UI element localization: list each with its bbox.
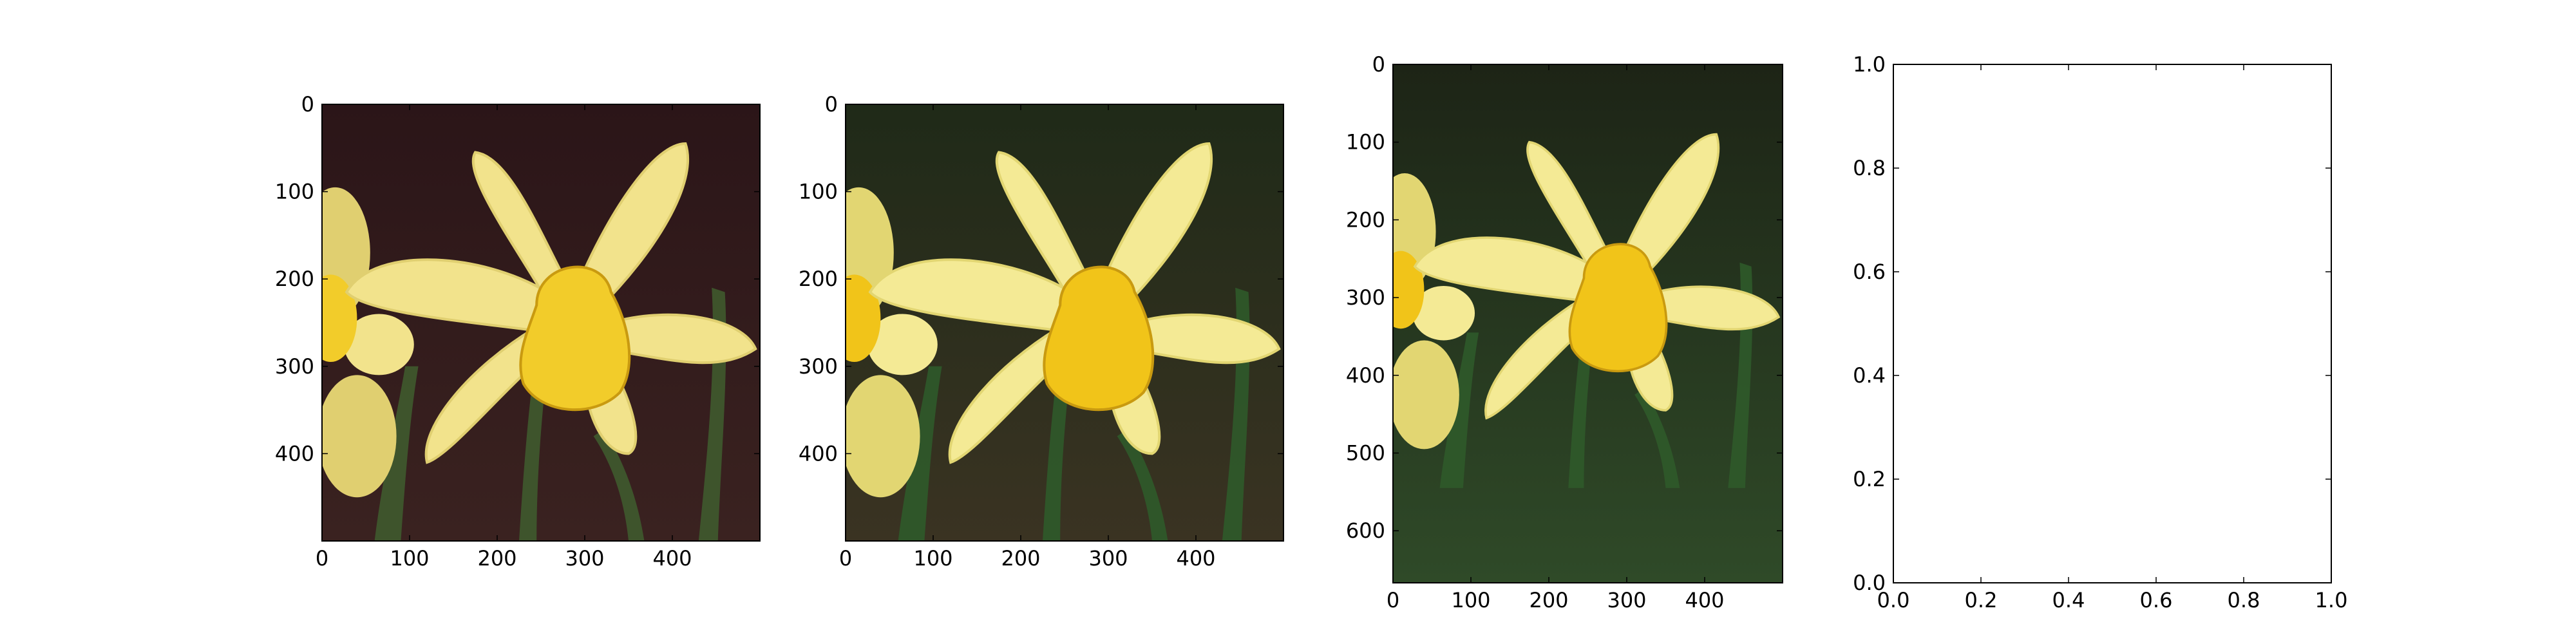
x-tick-label: 200 (477, 546, 516, 571)
side-flower-trumpet (1393, 251, 1425, 329)
daffodil-drawing (846, 142, 1281, 541)
stem-leaf (593, 429, 645, 541)
stem-leaf (519, 383, 545, 541)
daffodil-petal (995, 151, 1097, 307)
y-tick-label: 0.2 (1853, 467, 1886, 491)
daffodil-petal (868, 258, 1079, 333)
side-flower-petal (1412, 285, 1475, 341)
y-tick-label: 0.8 (1853, 156, 1886, 180)
y-tick-label: 200 (799, 267, 838, 291)
side-flower-petal (344, 314, 414, 375)
subplot-2: 0 100 200 300 400 0 100 200 300 400 (799, 92, 1284, 571)
x-tick-label: 400 (1685, 588, 1724, 612)
stem-leaf (374, 366, 419, 541)
daffodil-petal (1640, 285, 1781, 331)
stem-leaf (1117, 429, 1168, 541)
x-tick-label: 300 (1607, 588, 1646, 612)
x-tick-label: 0.0 (1877, 588, 1910, 612)
side-flower-trumpet (322, 274, 357, 362)
y-tick-label: 100 (275, 180, 314, 204)
y-tick-label: 200 (275, 267, 314, 291)
axes-frame (845, 104, 1284, 542)
daffodil-petal (345, 258, 556, 333)
y-tick-label: 500 (1346, 440, 1385, 465)
y-tick-label: 400 (799, 441, 838, 466)
daffodil-petal (600, 313, 757, 365)
y-tick-label: 0.4 (1853, 363, 1886, 388)
y-tick-label: 400 (1346, 363, 1385, 388)
y-tick-label: 100 (1346, 130, 1385, 155)
daffodil-trumpet (519, 265, 631, 412)
x-tick-label: 300 (1088, 546, 1128, 571)
side-flower-trumpet (846, 274, 881, 362)
x-tick-label: 100 (913, 546, 952, 571)
daffodil-petal (1102, 142, 1213, 312)
daffodil-petal (1621, 133, 1720, 284)
stem-leaf (898, 366, 942, 541)
daffodil-trumpet (1568, 243, 1668, 373)
y-tick-label: 0 (1372, 52, 1385, 77)
x-tick-label: 200 (1529, 588, 1568, 612)
y-tick-label: 300 (1346, 285, 1385, 310)
subplot-3: 0 100 200 300 400 0 100 200 300 400 500 600 (1346, 52, 1783, 612)
x-tick-label: 300 (565, 546, 604, 571)
axes-frame (1392, 64, 1783, 583)
subplot-1: 0 100 200 300 400 0 100 200 300 400 (275, 92, 761, 571)
image-3 (1393, 64, 1783, 583)
x-tick-label: 0.8 (2228, 588, 2260, 612)
image-1 (322, 104, 760, 541)
x-tick-label: 1.0 (2315, 588, 2348, 612)
y-tick-label: 0 (301, 92, 314, 117)
y-tick-label: 300 (799, 354, 838, 379)
side-flower-petal (1393, 340, 1459, 450)
daffodil-drawing (322, 142, 757, 541)
x-tick-label: 0.4 (2052, 588, 2085, 612)
x-tick-label: 400 (1176, 546, 1215, 571)
stem-leaf (1568, 348, 1592, 488)
y-tick-label: 1.0 (1853, 52, 1886, 77)
daffodil-trumpet (1043, 265, 1155, 412)
axes-frame (321, 104, 761, 542)
x-tick-label: 100 (1451, 588, 1490, 612)
daffodil-petal (578, 142, 690, 312)
side-flower-petal (846, 375, 920, 498)
y-tick-label: 100 (799, 180, 838, 204)
y-tick-label: 400 (275, 441, 314, 466)
x-tick-label: 0.6 (2140, 588, 2173, 612)
subplot-4: 0.0 0.2 0.4 0.6 0.8 1.0 0.0 0.2 0.4 0.6 0.8 1.0 (1853, 52, 2347, 612)
x-tick-label: 200 (1001, 546, 1040, 571)
x-tick-label: 100 (390, 546, 429, 571)
x-tick-label: 400 (652, 546, 692, 571)
y-tick-label: 0 (825, 92, 838, 117)
x-tick-label: 0.2 (1965, 588, 1998, 612)
x-tick-label: 0 (1387, 588, 1399, 612)
x-tick-label: 0 (839, 546, 852, 571)
stem-leaf (1439, 332, 1479, 488)
side-flower-petal (322, 375, 397, 498)
daffodil-drawing (1393, 133, 1781, 488)
y-tick-label: 0.0 (1853, 571, 1886, 595)
stem-leaf (1634, 388, 1680, 488)
side-flower-petal (867, 314, 938, 375)
y-tick-label: 300 (275, 354, 314, 379)
axes-frame (1893, 64, 2332, 583)
daffodil-petal (471, 151, 574, 307)
stem-leaf (1043, 383, 1069, 541)
y-tick-label: 600 (1346, 518, 1385, 543)
daffodil-petal (1124, 313, 1281, 365)
daffodil-petal (1526, 140, 1617, 280)
x-tick-label: 0 (316, 546, 328, 571)
y-tick-label: 200 (1346, 207, 1385, 232)
y-tick-label: 0.6 (1853, 260, 1886, 284)
daffodil-petal (1413, 236, 1601, 303)
image-2 (846, 104, 1283, 541)
